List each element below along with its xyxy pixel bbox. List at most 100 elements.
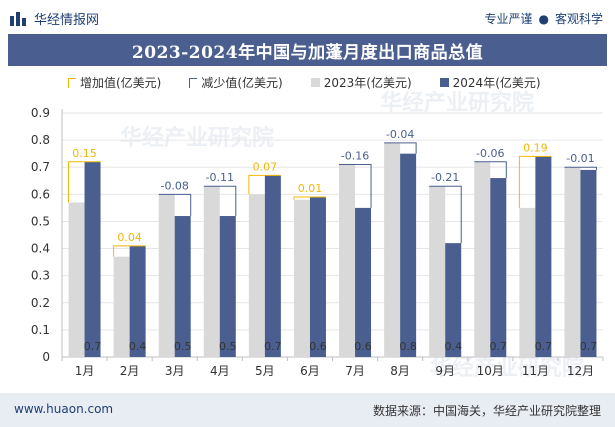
x-tick-label: 6月: [300, 364, 320, 378]
footer: www.huaon.com 数据来源：中国海关，华经产业研究院整理: [0, 393, 615, 427]
change-label: 0.07: [253, 160, 278, 173]
bar-2024: [264, 175, 281, 357]
chart-title: 2023-2024年中国与加蓬月度出口商品总值: [131, 42, 484, 63]
tagline-right: 客观科学: [554, 12, 603, 26]
bar-2024: [219, 216, 236, 357]
increase-bracket: [293, 196, 326, 200]
increase-swatch-icon: [68, 77, 76, 88]
change-label: -0.11: [206, 171, 234, 184]
x-tick-label: 5月: [255, 364, 275, 378]
bar-value-label: 0.7: [490, 340, 508, 353]
y-tick-label: 0.7: [31, 160, 50, 174]
bar-value-label: 0.6: [354, 340, 372, 353]
decrease-bracket: [474, 161, 507, 179]
bar-2023: [203, 186, 220, 357]
change-label: 0.01: [298, 182, 323, 195]
title-bar: 2023-2024年中国与加蓬月度出口商品总值: [8, 34, 607, 66]
bar-2023: [68, 202, 85, 357]
bar-2023: [158, 194, 175, 357]
bar-2024: [490, 178, 507, 357]
change-label: -0.01: [566, 152, 594, 165]
bar-value-label: 0.7: [84, 340, 102, 353]
y-tick-label: 0.3: [31, 269, 50, 283]
decrease-bracket: [339, 164, 372, 208]
bar-value-label: 0.5: [174, 340, 192, 353]
x-tick-label: 1月: [75, 364, 95, 378]
increase-bracket: [518, 155, 552, 208]
bar-2023: [474, 161, 491, 357]
legend-label-2023: 2023年(亿美元): [323, 76, 412, 90]
y-tick-label: 0.2: [31, 296, 50, 310]
x-tick-label: 2月: [120, 364, 140, 378]
bar-value-label: 0.7: [535, 340, 553, 353]
legend-label-2024: 2024年(亿美元): [452, 76, 541, 90]
bar-value-label: 0.5: [219, 340, 237, 353]
decrease-bracket: [564, 166, 597, 170]
decrease-bracket: [203, 185, 237, 217]
bar-2023: [384, 142, 401, 357]
series-2023-swatch-icon: [310, 78, 320, 87]
footer-source: 数据来源：中国海关，华经产业研究院整理: [372, 404, 601, 418]
x-tick-label: 10月: [477, 364, 504, 378]
bar-2023: [339, 164, 356, 357]
bar-2024: [580, 169, 597, 357]
legend-label-decrease: 减少值(亿美元): [201, 76, 283, 90]
tagline-left: 专业严谨: [484, 12, 533, 26]
y-tick-label: 0.9: [31, 106, 50, 120]
decrease-bracket: [429, 185, 462, 244]
change-label: 0.15: [72, 147, 97, 160]
bar-2024: [84, 161, 101, 357]
y-tick-label: 0.1: [31, 323, 50, 337]
bar-2024: [400, 153, 417, 357]
bar-2024: [309, 197, 326, 357]
bar-2023: [519, 207, 536, 357]
legend-label-increase: 增加值(亿美元): [80, 76, 162, 90]
legend-item-decrease: 减少值(亿美元): [189, 74, 283, 91]
bar-2024: [355, 207, 372, 357]
bar-value-label: 0.7: [580, 340, 598, 353]
decrease-swatch-icon: [189, 77, 198, 88]
change-label: -0.16: [341, 150, 369, 163]
change-label: 0.19: [523, 141, 548, 154]
change-label: -0.06: [476, 147, 504, 160]
bar-value-label: 0.4: [444, 340, 462, 353]
y-tick-label: 0.5: [31, 214, 50, 228]
top-bar: 华经情报网 专业严谨 ● 客观科学: [0, 0, 615, 34]
increase-bracket: [248, 174, 281, 195]
brand-logo-icon: [10, 11, 26, 26]
bar-2023: [564, 167, 581, 357]
bar-value-label: 0.6: [309, 340, 327, 353]
increase-bracket: [68, 161, 101, 203]
bar-2024: [129, 245, 146, 357]
bar-2024: [174, 216, 191, 357]
bar-2024: [445, 243, 462, 357]
tagline: 专业严谨 ● 客观科学: [484, 10, 603, 27]
legend: 增加值(亿美元) 减少值(亿美元) 2023年(亿美元) 2024年(亿美元): [68, 74, 569, 91]
y-tick-label: 0.8: [31, 133, 50, 147]
brand-name: 华经情报网: [34, 13, 100, 28]
change-label: 0.04: [117, 231, 142, 244]
bar-value-label: 0.7: [264, 340, 282, 353]
x-tick-label: 8月: [390, 364, 410, 378]
change-label: -0.08: [160, 179, 188, 192]
bar-value-label: 0.8: [399, 340, 417, 353]
x-tick-label: 7月: [345, 364, 365, 378]
bar-2024: [535, 156, 552, 357]
footer-website[interactable]: www.huaon.com: [14, 402, 114, 416]
decrease-bracket: [158, 193, 192, 217]
bar-2023: [429, 186, 446, 357]
x-tick-label: 4月: [210, 364, 230, 378]
legend-item-increase: 增加值(亿美元): [68, 74, 161, 91]
tagline-separator: ●: [538, 12, 549, 26]
x-tick-label: 3月: [165, 364, 185, 378]
y-tick-label: 0.6: [31, 187, 50, 201]
bar-2023: [293, 199, 310, 357]
bar-value-label: 0.4: [129, 340, 147, 353]
bar-2023: [113, 256, 130, 357]
series-2024-swatch-icon: [439, 78, 449, 87]
chart-area: 0 0.1 0.2 0.3 0.4 0.5 0.6 0.7 0.8 0.9 0.15 0.7 1月 0.0…: [31, 106, 604, 378]
brand: 华经情报网: [10, 9, 99, 28]
bar-2023: [248, 194, 265, 357]
legend-item-2023: 2023年(亿美元): [310, 74, 412, 91]
y-tick-label: 0.4: [31, 242, 50, 256]
